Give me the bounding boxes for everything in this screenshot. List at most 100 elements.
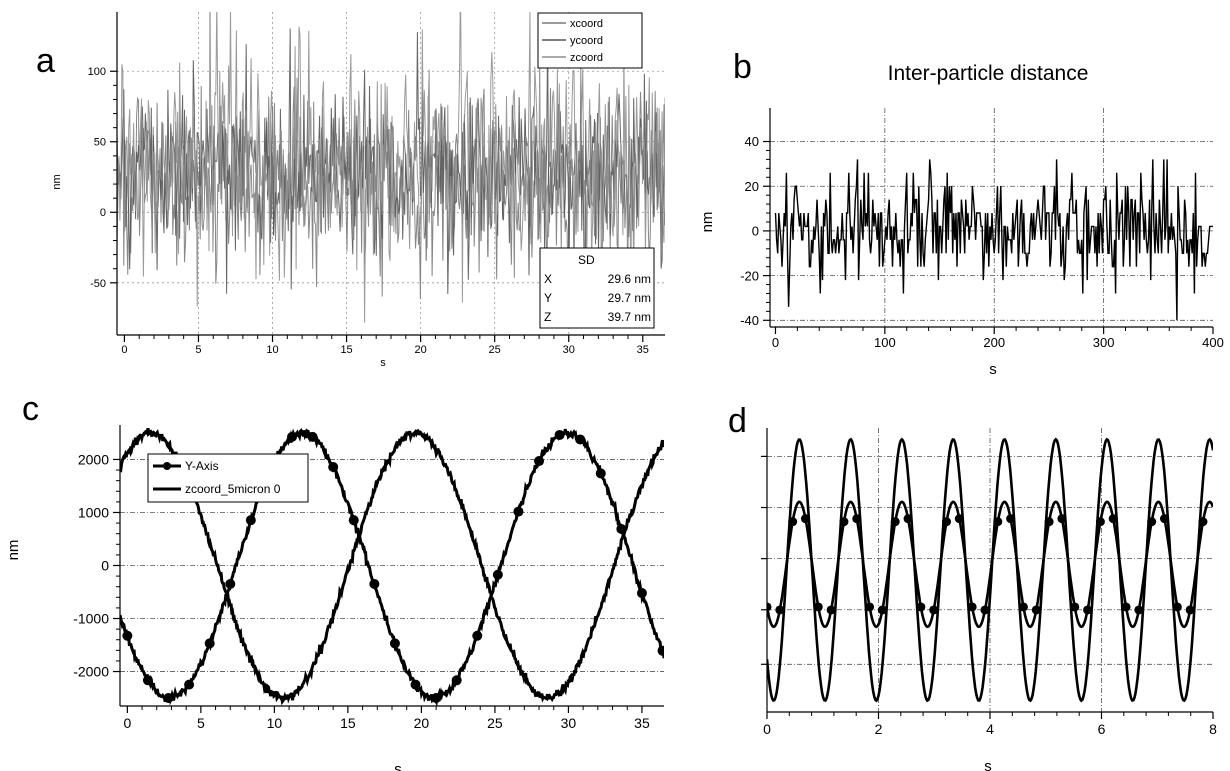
y-tick-label: -2000 [73,664,109,680]
x-tick-label: 400 [1202,335,1224,350]
series-marker-d [1134,605,1144,615]
y-tick-label: -20 [740,268,759,283]
y-tick-label: -1000 [73,611,109,627]
x-tick-label: 200 [983,335,1005,350]
chart-panel-a: 0 5 10 15 20 25 30 35 -50 0 50 100 s nm xcoord ycoo… [51,12,665,369]
series-marker-d [1006,514,1016,524]
x-tick-label: 30 [563,344,575,356]
series-marker-d [839,517,849,527]
series-marker-y-axis [348,515,359,526]
series-marker-y-axis [410,679,421,690]
panel-label-c: c [22,390,39,428]
series-marker-d [967,602,977,612]
sd-row-x-axis: X [544,272,552,286]
series-marker-d [775,605,785,615]
series-line-d-1 [767,437,1213,703]
x-tick-label: 0 [763,721,771,737]
series-marker-d [800,514,810,524]
y-tick-label: 0 [101,558,109,574]
chart-a-ylabel: nm [51,174,63,189]
y-tick-label: 20 [745,179,759,194]
x-tick-label: 15 [340,344,352,356]
x-tick-label: 6 [1098,721,1106,737]
series-marker-d [1018,602,1028,612]
x-tick-label: 0 [772,335,779,350]
series-marker-y-axis [287,431,298,442]
chart-b-ylabel: nm [699,212,716,233]
x-tick-label: 8 [1209,721,1217,737]
series-marker-d [788,517,798,527]
y-tick-label: 0 [752,224,759,239]
y-tick-label: -40 [740,313,759,328]
series-marker-y-axis [472,630,483,641]
series-marker-y-axis [636,588,647,599]
x-tick-label: 25 [487,715,503,731]
series-marker-y-axis [534,456,545,467]
series-marker-d [865,602,875,612]
chart-c-xlabel: s [394,761,402,771]
series-marker-d [767,602,772,612]
chart-c-ylabel: nm [5,540,22,561]
chart-c-legend: Y-Axis zcoord_5micron 0 [147,453,309,503]
series-marker-y-axis [389,638,400,649]
series-marker-d [1070,602,1080,612]
x-tick-label: 20 [414,344,426,356]
y-tick-label: -50 [90,278,106,290]
series-marker-d [890,517,900,527]
sd-row-z-value: 39.7 nm [608,310,651,324]
series-line-distance [774,159,1213,321]
series-marker-d [1147,517,1157,527]
series-marker-d [993,517,1003,527]
series-marker-d [903,514,913,524]
series-marker-y-axis [142,675,153,686]
series-marker-y-axis [595,468,606,479]
series-line-zcoord [117,12,665,323]
sd-row-z-axis: Z [544,310,551,324]
chart-b-title: Inter-particle distance [888,62,1089,85]
series-marker-d [1031,605,1041,615]
x-tick-label: 100 [874,335,896,350]
chart-a-sd-table: SD X 29.6 nm Y 29.7 nm Z 39.7 nm [539,247,655,329]
legend-entry-xcoord: xcoord [570,18,603,30]
series-marker-d [1159,514,1169,524]
series-marker-y-axis [575,434,586,445]
series-marker-y-axis [204,638,215,649]
series-marker-d [1198,517,1208,527]
chart-panel-b: Inter-particle distance 0 100 200 300 400-40… [699,62,1224,378]
x-tick-label: 0 [123,715,131,731]
chart-panel-d: 0 2 4 6 8 s [761,428,1217,771]
series-marker-d [1083,605,1093,615]
series-marker-y-axis [369,578,380,589]
x-tick-label: 10 [266,344,278,356]
y-tick-label: 0 [100,207,106,219]
sd-table-header: SD [578,253,595,267]
series-marker-y-axis [307,431,318,442]
chart-panel-c: 0 5 10 15 20 25 30 35 -2000 -1000 0 1000 2000 s nm Y… [5,425,664,771]
x-tick-label: 15 [340,715,356,731]
sd-row-y-value: 29.7 nm [608,291,651,305]
series-marker-d [1057,514,1067,524]
x-tick-label: 0 [121,344,127,356]
panel-label-a: a [36,42,55,80]
series-marker-d [1095,517,1105,527]
series-marker-y-axis [554,429,565,440]
series-marker-y-axis [245,515,256,526]
series-marker-d [1172,602,1182,612]
legend-entry-ycoord: ycoord [570,35,603,47]
series-marker-y-axis [431,692,442,703]
series-marker-d [929,605,939,615]
legend-entry-y-axis: Y-Axis [185,459,219,473]
x-tick-label: 25 [489,344,501,356]
series-marker-y-axis [492,569,503,580]
series-marker-y-axis [122,630,133,641]
x-tick-label: 10 [267,715,283,731]
panel-label-b: b [733,48,752,86]
series-marker-d [954,514,964,524]
x-tick-label: 20 [414,715,430,731]
panel-label-d: d [728,402,747,440]
series-marker-y-axis [657,645,664,656]
y-tick-label: 40 [745,134,759,149]
series-line-ycoord [117,28,665,312]
chart-b-xlabel: s [989,361,997,378]
sd-row-y-axis: Y [544,291,552,305]
